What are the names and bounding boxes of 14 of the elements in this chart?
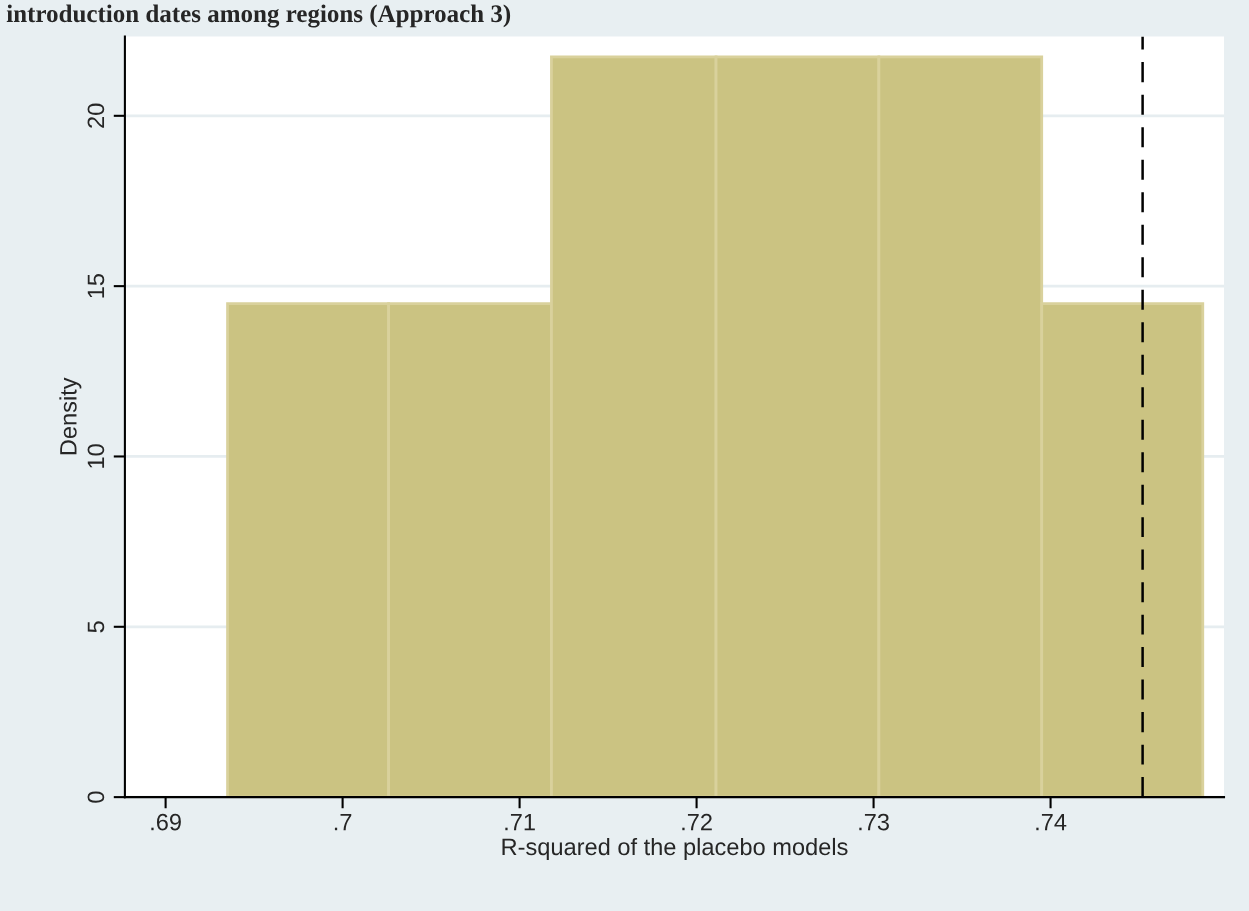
x-tick-label: .74: [1036, 813, 1067, 831]
x-tick-label: .7: [334, 813, 352, 831]
x-tick-label: .72: [682, 813, 712, 831]
x-tick-label: .71: [505, 813, 535, 831]
y-tick-label: 15: [87, 274, 105, 298]
y-tick-label: 10: [87, 444, 105, 468]
x-axis-title: R-squared of the placebo models: [502, 837, 848, 860]
y-tick-label: 20: [87, 103, 105, 128]
y-tick-label: 0: [87, 791, 105, 803]
x-tick-label: .69: [151, 813, 181, 831]
y-tick-label: 5: [87, 621, 105, 633]
chart-title: introduction dates among regions (Approach 3): [6, 4, 511, 28]
y-axis-title: Density: [59, 377, 82, 455]
x-tick-label: .73: [859, 813, 889, 831]
